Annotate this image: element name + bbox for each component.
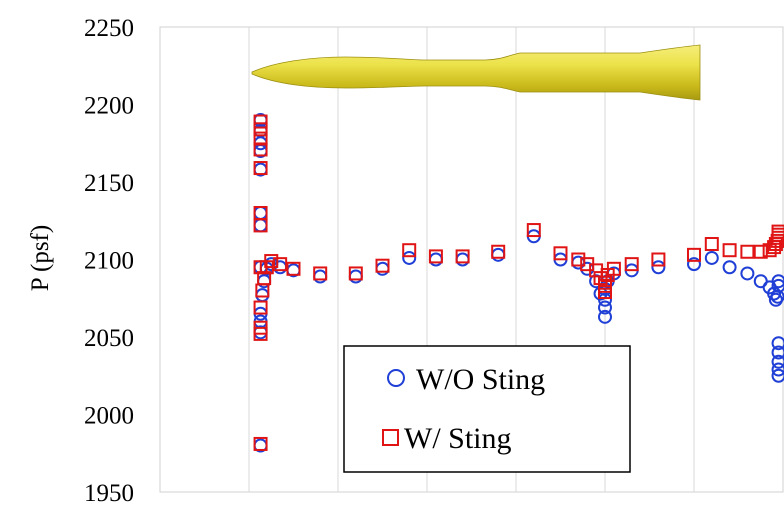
data-point: [428, 249, 443, 264]
data-point: [771, 345, 784, 360]
data-point: [771, 278, 784, 293]
data-point: [253, 218, 268, 233]
y-tick-label: 2050: [84, 325, 134, 352]
data-point: [687, 247, 701, 262]
data-point: [687, 257, 701, 272]
data-point: [491, 244, 506, 259]
data-point: [651, 252, 666, 267]
legend-label-wo-sting: W/O Sting: [416, 363, 545, 396]
data-point: [598, 285, 612, 300]
data-point: [286, 261, 301, 276]
y-tick-label: 2250: [84, 15, 134, 42]
data-point: [771, 368, 784, 383]
gridlines: [248, 27, 695, 492]
data-point: [704, 237, 719, 251]
series-layer: [253, 113, 784, 453]
data-point: [598, 309, 612, 324]
data-point: [253, 142, 268, 157]
data-point: [722, 260, 737, 275]
data-point: [264, 254, 279, 269]
y-tick-label: 1950: [84, 480, 134, 505]
data-point: [253, 326, 268, 341]
data-point: [771, 224, 784, 239]
data-point: [740, 244, 755, 259]
data-point: [257, 271, 272, 286]
data-point: [253, 436, 268, 451]
data-point: [253, 122, 268, 137]
y-tick-label: 2150: [84, 170, 134, 197]
data-point: [526, 223, 541, 238]
data-point: [651, 260, 666, 275]
data-point: [253, 114, 268, 129]
data-point: [598, 300, 612, 315]
data-point: [771, 362, 784, 377]
legend-label-w-sting: W/ Sting: [404, 422, 512, 455]
data-point: [771, 336, 784, 351]
data-point: [273, 257, 288, 272]
data-point: [253, 300, 268, 315]
y-tick-labels: 1950 2000 2050 2100 2150 2200 2250: [84, 15, 134, 505]
data-point: [753, 244, 768, 259]
data-point: [455, 249, 470, 264]
data-point: [253, 161, 268, 176]
data-point: [571, 252, 586, 267]
data-point: [704, 250, 719, 265]
data-point: [348, 266, 363, 281]
y-tick-label: 2200: [84, 93, 134, 120]
data-point: [402, 250, 417, 265]
y-axis-label: P (psf): [27, 225, 54, 291]
y-tick-label: 2100: [84, 248, 134, 275]
data-point: [771, 274, 784, 289]
legend: W/O Sting W/ Sting: [343, 345, 631, 473]
vehicle-body-image: [251, 44, 701, 101]
data-point: [402, 243, 417, 258]
legend-marker-square: [382, 429, 399, 446]
data-point: [624, 257, 639, 272]
data-point: [771, 354, 784, 369]
data-point: [598, 292, 612, 307]
legend-marker-circle: [387, 369, 405, 387]
data-point: [722, 243, 737, 258]
data-point: [598, 275, 612, 290]
legend-box: [343, 345, 631, 473]
data-point: [313, 266, 328, 281]
series-w-sting: [253, 114, 784, 451]
data-point: [606, 261, 621, 276]
data-point: [593, 271, 608, 286]
data-point: [767, 286, 782, 301]
data-point: [253, 131, 268, 146]
data-point: [740, 266, 755, 281]
data-point: [375, 258, 390, 273]
y-tick-label: 2000: [84, 403, 134, 430]
data-point: [553, 246, 568, 261]
